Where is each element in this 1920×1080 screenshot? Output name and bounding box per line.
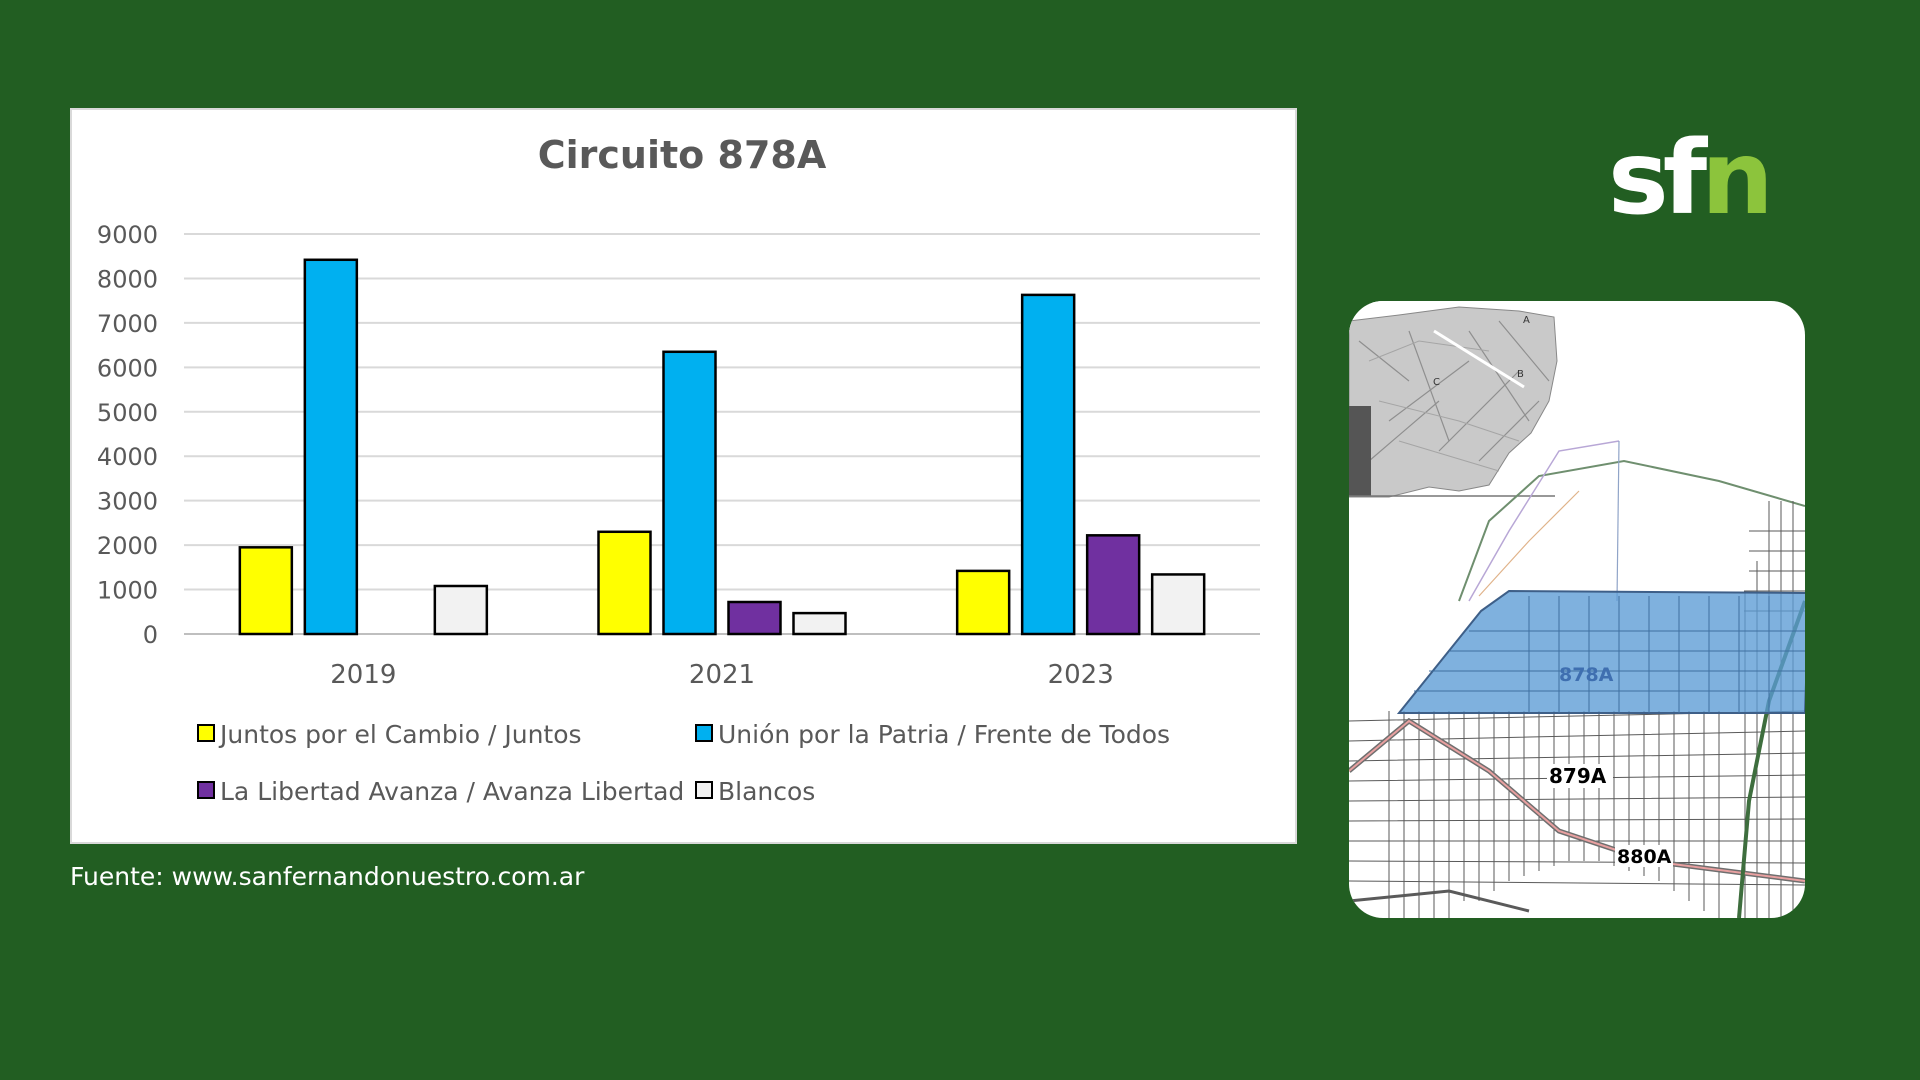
bar bbox=[303, 258, 359, 636]
legend-swatch bbox=[197, 724, 215, 742]
bar bbox=[1085, 534, 1141, 636]
bar bbox=[597, 530, 652, 636]
y-tick-label: 3000 bbox=[97, 488, 158, 516]
y-tick-label: 5000 bbox=[97, 399, 158, 427]
bar bbox=[955, 569, 1011, 636]
legend-swatch bbox=[695, 781, 713, 799]
inset-label-c: C bbox=[1433, 377, 1440, 388]
chart-bars bbox=[238, 258, 1206, 636]
legend-swatch bbox=[197, 781, 215, 799]
inset-map: A B C bbox=[1349, 301, 1558, 498]
chart-card: Circuito 878A 0 1000 2000 3000 4000 5000 6000 7… bbox=[70, 108, 1297, 844]
chart-title: Circuito 878A bbox=[538, 133, 827, 177]
y-tick-label: 7000 bbox=[97, 310, 158, 338]
x-tick-label: 2019 bbox=[330, 660, 396, 690]
bar bbox=[1150, 573, 1206, 636]
legend-label: La Libertad Avanza / Avanza Libertad bbox=[220, 777, 684, 806]
logo-text-white: sf bbox=[1608, 119, 1707, 238]
bar bbox=[792, 611, 847, 636]
bar bbox=[1020, 293, 1076, 636]
bar bbox=[433, 584, 489, 636]
inset-label-b: B bbox=[1517, 369, 1524, 380]
chart-grid bbox=[184, 233, 1260, 635]
x-axis-labels: 2019 2021 2023 bbox=[330, 660, 1114, 690]
legend-label: Juntos por el Cambio / Juntos bbox=[218, 720, 582, 749]
y-tick-label: 0 bbox=[143, 621, 158, 649]
y-tick-label: 1000 bbox=[97, 577, 158, 605]
legend-swatch bbox=[695, 724, 713, 742]
x-tick-label: 2021 bbox=[689, 660, 755, 690]
source-caption: Fuente: www.sanfernandonuestro.com.ar bbox=[70, 862, 585, 891]
inset-label-a: A bbox=[1523, 315, 1530, 326]
y-axis-ticks: 0 1000 2000 3000 4000 5000 6000 7000 8000 9000 bbox=[97, 221, 158, 649]
bar bbox=[238, 546, 294, 636]
circuit-map: A B C 878A 879A 880A bbox=[1349, 301, 1805, 918]
y-tick-label: 6000 bbox=[97, 354, 158, 382]
y-tick-label: 4000 bbox=[97, 443, 158, 471]
bar bbox=[662, 350, 717, 636]
bar-chart: Circuito 878A 0 1000 2000 3000 4000 5000 6000 7… bbox=[97, 133, 1260, 806]
y-tick-label: 2000 bbox=[97, 532, 158, 560]
map-label-880a: 880A bbox=[1617, 846, 1672, 868]
y-tick-label: 8000 bbox=[97, 265, 158, 293]
legend-label: Unión por la Patria / Frente de Todos bbox=[718, 720, 1170, 749]
legend-label: Blancos bbox=[718, 777, 815, 806]
logo-text-green: n bbox=[1701, 119, 1774, 238]
map-label-878a: 878A bbox=[1559, 664, 1614, 686]
chart-legend: Juntos por el Cambio / Juntos Unión por l… bbox=[197, 720, 1170, 806]
map-card: A B C 878A 879A 880A bbox=[1349, 301, 1805, 918]
x-tick-label: 2023 bbox=[1048, 660, 1114, 690]
map-label-879a: 879A bbox=[1549, 764, 1607, 788]
bar bbox=[727, 600, 782, 636]
sfn-logo: sfn bbox=[1608, 128, 1774, 230]
y-tick-label: 9000 bbox=[97, 221, 158, 249]
circuit-878a-area bbox=[1396, 589, 1805, 714]
